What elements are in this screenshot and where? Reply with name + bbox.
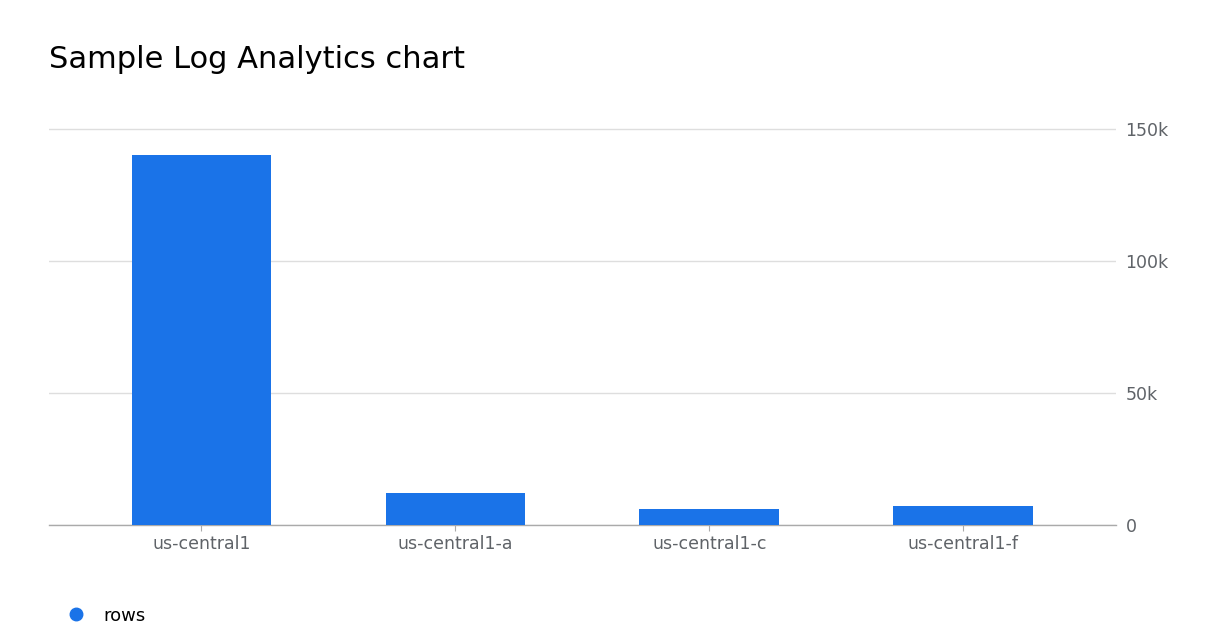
Bar [894, 506, 1034, 525]
Bar [131, 155, 271, 525]
Text: Sample Log Analytics chart: Sample Log Analytics chart [49, 45, 465, 74]
Bar [385, 493, 525, 525]
Bar [640, 509, 780, 525]
Legend: rows: rows [58, 607, 146, 625]
